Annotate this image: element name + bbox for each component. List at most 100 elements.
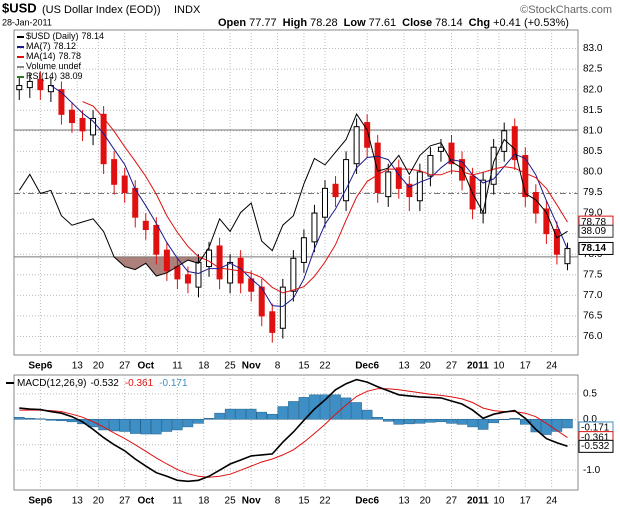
x-tick-label: 20 — [420, 361, 432, 372]
histogram-bar — [340, 397, 352, 420]
histogram-bar — [45, 419, 57, 421]
candle-body — [121, 175, 128, 193]
candle-body — [68, 109, 75, 124]
candle-body — [353, 126, 360, 165]
histogram-value: -0.171 — [159, 378, 188, 389]
candle-body — [258, 286, 265, 317]
histogram-bar — [129, 419, 141, 434]
signal-line — [19, 388, 568, 478]
macd-title: MACD(12,26,9) — [17, 378, 86, 389]
y-tick-label: 79.5 — [583, 187, 603, 198]
histogram-bar — [446, 419, 457, 424]
candle-body — [216, 245, 223, 280]
x-tick-label: Dec6 — [355, 496, 379, 507]
y-tick-label: 76.0 — [583, 331, 603, 342]
candle-body — [206, 249, 213, 268]
y-tick-label: 82.5 — [583, 64, 603, 75]
histogram-bar — [245, 408, 257, 420]
value-box-label: 78.14 — [581, 243, 606, 254]
x-tick-label: 11 — [172, 496, 183, 507]
candle-body — [490, 146, 497, 185]
candle-body — [79, 117, 86, 132]
histogram-bar — [182, 419, 194, 428]
histogram-bar — [87, 419, 99, 428]
x-tick-label: 15 — [298, 496, 310, 507]
histogram-bar — [551, 419, 563, 432]
legend-name: MA(7) — [26, 41, 51, 51]
x-tick-label: 15 — [298, 361, 310, 372]
x-tick-label: 22 — [319, 496, 331, 507]
ma-line — [82, 101, 568, 294]
histogram-bar — [530, 419, 542, 433]
quote-label: Open — [218, 17, 246, 29]
histogram-bar — [277, 406, 289, 420]
macd-value: -0.532 — [90, 378, 119, 389]
histogram-bar — [66, 419, 78, 423]
candle-body — [37, 78, 44, 91]
x-tick-label: 17 — [520, 361, 532, 372]
histogram-bar — [467, 419, 478, 428]
histogram-bar — [140, 419, 152, 435]
x-tick-label: 24 — [546, 496, 558, 507]
histogram-bar — [98, 419, 109, 431]
histogram-bar — [309, 394, 320, 420]
histogram-bar — [404, 419, 415, 425]
histogram-bar — [361, 409, 373, 420]
histogram-bar — [224, 408, 236, 420]
histogram-bar — [382, 419, 394, 422]
candle-body — [269, 311, 276, 333]
signal-value: -0.361 — [125, 378, 154, 389]
x-tick-label: 25 — [225, 361, 237, 372]
histogram-bar — [330, 394, 341, 420]
histogram-bar — [288, 401, 299, 420]
value-box — [578, 224, 614, 238]
histogram-bar — [267, 413, 278, 420]
legend-value: 38.09 — [60, 71, 83, 81]
histogram-bar — [477, 419, 489, 430]
value-box — [578, 241, 614, 255]
legend-name: RSI(14) — [26, 71, 57, 81]
y-tick-label: 82.0 — [583, 84, 603, 95]
legend-value: 78.78 — [59, 51, 82, 61]
candle-body — [321, 187, 328, 218]
quote-value: 78.28 — [310, 17, 338, 29]
candle-body — [437, 146, 444, 152]
x-tick-label: 17 — [520, 496, 532, 507]
histogram-bar — [235, 408, 246, 420]
legend-name: MA(14) — [26, 51, 56, 61]
candle-body — [501, 130, 508, 152]
x-tick-label: 20 — [420, 496, 432, 507]
x-tick-label: 10 — [493, 496, 505, 507]
histogram-bar — [214, 412, 225, 420]
candle-body — [511, 126, 518, 161]
candle-body — [300, 237, 307, 263]
rsi-line — [18, 113, 568, 277]
histogram-bar — [161, 419, 173, 432]
x-tick-label: Sep6 — [28, 361, 52, 372]
candle-body — [16, 85, 23, 91]
candle-body — [26, 80, 33, 89]
histogram-bar — [351, 402, 362, 420]
legend-entry: MA(7) 78.12 — [26, 41, 76, 51]
y-tick-label: 80.0 — [583, 167, 603, 178]
quote-value: 77.77 — [249, 17, 277, 29]
histogram-bar — [256, 411, 267, 420]
candle-body — [163, 249, 170, 272]
x-tick-label: 13 — [398, 496, 410, 507]
x-tick-label: 18 — [198, 361, 210, 372]
legend-value: 78.14 — [82, 31, 105, 41]
x-tick-label: Oct — [137, 496, 154, 507]
candle-body — [532, 192, 539, 214]
candle-body — [543, 208, 550, 235]
y-tick-label: 0.5 — [583, 388, 597, 399]
candle-body — [564, 247, 571, 265]
histogram-bar — [119, 419, 130, 432]
value-box-label: -0.361 — [581, 432, 610, 443]
histogram-bar — [14, 416, 25, 420]
x-tick-label: 18 — [198, 496, 210, 507]
candle-body — [395, 167, 402, 189]
x-tick-label: 10 — [493, 361, 505, 372]
candle-body — [522, 154, 529, 198]
